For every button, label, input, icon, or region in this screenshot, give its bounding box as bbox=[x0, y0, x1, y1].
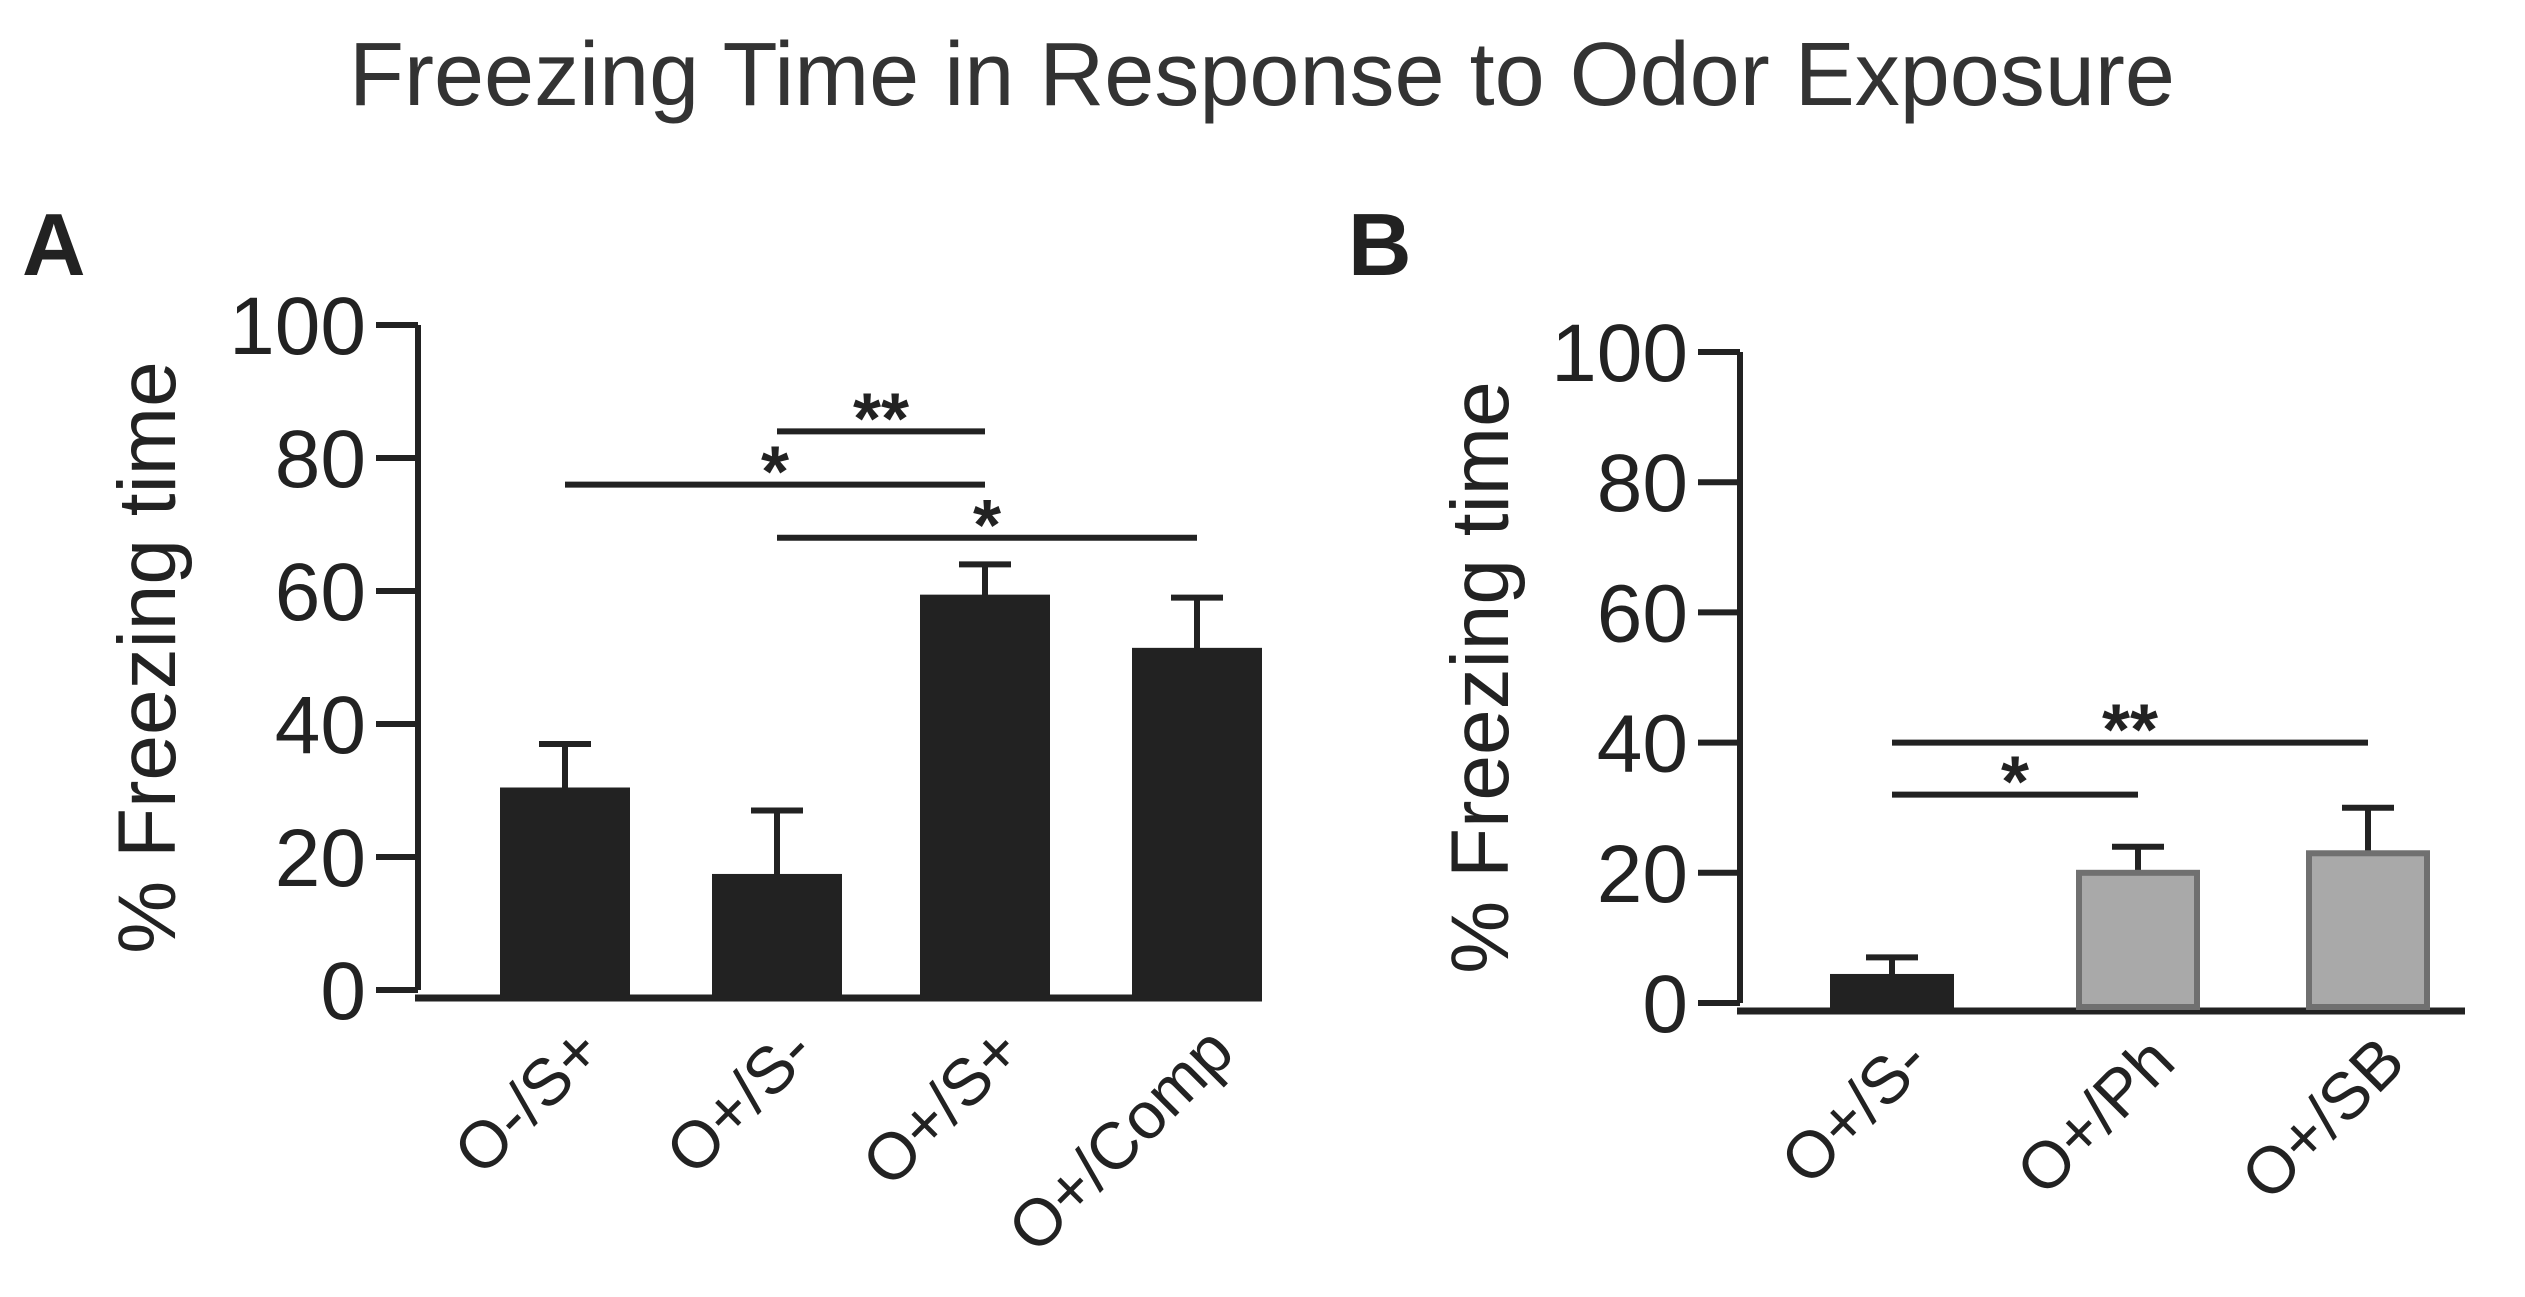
panel-a-y-tick-label: 60 bbox=[275, 547, 366, 638]
figure-title: Freezing Time in Response to Odor Exposu… bbox=[349, 25, 2175, 125]
panel-b-y-tick-label: 20 bbox=[1597, 829, 1688, 920]
panel-b-y-tick-label: 100 bbox=[1551, 308, 1688, 399]
panel-a-category-label: O+/Comp bbox=[994, 1013, 1247, 1266]
panel-a-label: A bbox=[22, 195, 86, 294]
panel-b-y-tick-label: 40 bbox=[1597, 699, 1688, 790]
panel-b-category-label: O+/Ph bbox=[2002, 1023, 2188, 1209]
panel-b-bar-1 bbox=[2076, 869, 2200, 1010]
panel-b-significance-label: ** bbox=[2102, 691, 2158, 771]
panel-b-bar-0 bbox=[1830, 973, 1954, 1011]
panel-b-category-label: O+/S- bbox=[1766, 1023, 1942, 1199]
panel-b-y-axis-label: % Freezing time bbox=[1435, 381, 1526, 973]
panel-a-bar-1 bbox=[712, 873, 842, 998]
panel-b-chart: 0 20 40 60 80 100 % Freezing time O+/S- O+/Ph O+/… bbox=[1435, 308, 2465, 1214]
panel-a-y-tick-label: 80 bbox=[275, 414, 366, 505]
panel-a-y-tick-label: 40 bbox=[275, 680, 366, 771]
panel-b-category-label: O+/SB bbox=[2227, 1023, 2418, 1214]
panel-a-category-label: O+/S- bbox=[651, 1013, 827, 1189]
panel-b-significance-label: * bbox=[2001, 743, 2029, 823]
panel-a-category-label: O+/S+ bbox=[848, 1013, 1035, 1200]
panel-a-significance-label: ** bbox=[853, 379, 909, 459]
panel-b-y-tick-label: 80 bbox=[1597, 438, 1688, 529]
panel-b-y-tick-label: 0 bbox=[1642, 959, 1688, 1050]
panel-b-bar-2 bbox=[2306, 850, 2430, 1011]
panel-a-y-tick-label: 100 bbox=[229, 281, 366, 372]
panel-a-bar-3 bbox=[1132, 647, 1262, 997]
panel-a-category-label: O-/S+ bbox=[439, 1013, 615, 1189]
panel-a-significance-label: * bbox=[973, 486, 1001, 566]
panel-a-y-tick-label: 0 bbox=[320, 946, 366, 1037]
panel-b-y-tick-label: 60 bbox=[1597, 568, 1688, 659]
panel-a-significance-label: * bbox=[761, 433, 789, 513]
panel-a-bar-2 bbox=[920, 594, 1050, 998]
panel-a-bar-0 bbox=[500, 787, 630, 997]
panel-a-y-axis-label: % Freezing time bbox=[102, 361, 193, 953]
panel-b-label: B bbox=[1348, 195, 1412, 294]
panel-a-y-tick-label: 20 bbox=[275, 813, 366, 904]
